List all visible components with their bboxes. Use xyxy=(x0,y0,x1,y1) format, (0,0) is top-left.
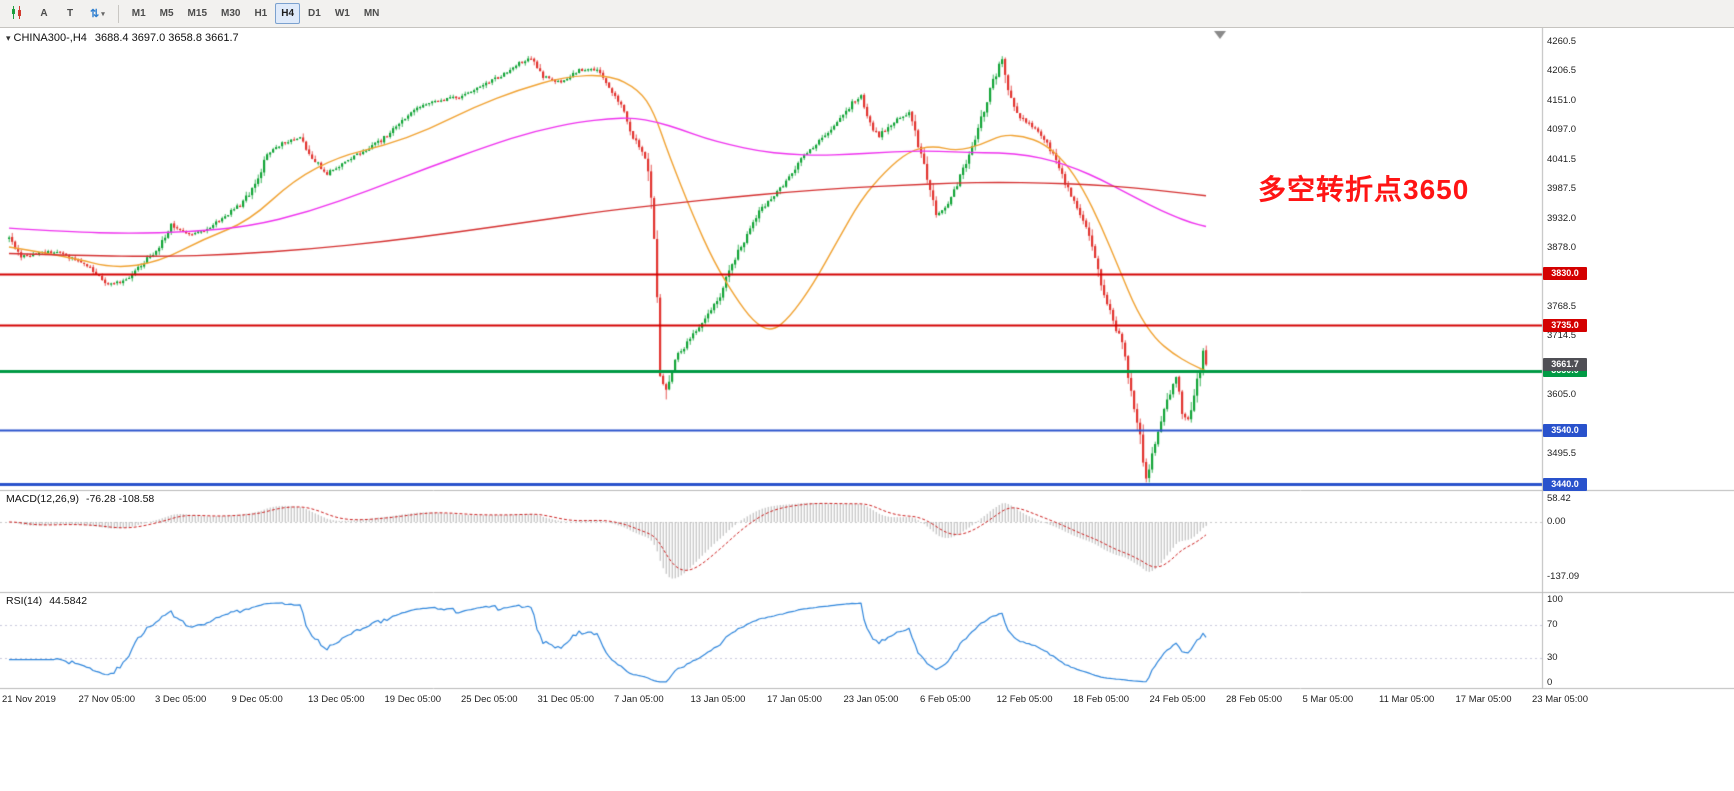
text-tool-button[interactable]: T xyxy=(58,3,82,24)
rsi-axis-label: 100 xyxy=(1547,594,1563,605)
updown-arrows-icon: ⇅ xyxy=(90,8,100,20)
macd-axis-label: 58.42 xyxy=(1547,492,1571,504)
timeframe-button-m15[interactable]: M15 xyxy=(182,3,213,24)
symbol-dropdown-icon[interactable]: ▾ xyxy=(6,33,11,43)
macd-axis-label: -137.09 xyxy=(1547,571,1580,582)
price-level-badge: 3540.0 xyxy=(1543,423,1587,437)
date-label: 23 Jan 05:00 xyxy=(843,694,899,705)
chart-symbol-title: ▾ CHINA300-,H4 3688.4 3697.0 3658.8 3661.7 xyxy=(6,32,239,44)
date-label: 23 Mar 05:00 xyxy=(1532,694,1588,705)
current-price-badge: 3661.7 xyxy=(1543,358,1587,372)
price-level-badge: 3440.0 xyxy=(1543,477,1587,491)
arrow-tool-button[interactable]: A xyxy=(32,3,56,24)
cursor-mode-button[interactable]: ⇅ ▾ xyxy=(84,3,111,24)
candlestick-chart-icon xyxy=(10,5,24,22)
date-label: 17 Jan 05:00 xyxy=(767,694,822,705)
timeframe-button-d1[interactable]: D1 xyxy=(302,3,327,24)
rsi-axis-label: 0 xyxy=(1547,677,1553,688)
date-label: 31 Dec 05:00 xyxy=(537,694,595,705)
price-axis-label: 4151.0 xyxy=(1547,94,1577,106)
date-label: 9 Dec 05:00 xyxy=(231,694,283,705)
rsi-indicator-name: RSI(14) xyxy=(6,595,43,607)
rsi-axis-label: 70 xyxy=(1547,618,1558,630)
chevron-down-icon: ▾ xyxy=(101,10,105,18)
date-label: 17 Mar 05:00 xyxy=(1455,694,1512,705)
date-label: 3 Dec 05:00 xyxy=(155,694,207,705)
macd-axis-label: 0.00 xyxy=(1547,516,1566,527)
price-axis-label: 3495.5 xyxy=(1547,448,1577,460)
price-axis-label: 3605.0 xyxy=(1547,389,1577,401)
timeframe-button-w1[interactable]: W1 xyxy=(329,3,356,24)
chart-annotation-text[interactable]: 多空转折点3650 xyxy=(1258,174,1470,205)
timeframe-button-m30[interactable]: M30 xyxy=(215,3,246,24)
price-axis-label: 3987.5 xyxy=(1547,183,1577,195)
macd-indicator-name: MACD(12,26,9) xyxy=(6,493,79,505)
symbol-name: CHINA300-,H4 xyxy=(13,32,87,44)
date-label: 25 Dec 05:00 xyxy=(461,694,518,705)
price-level-badge: 3735.0 xyxy=(1543,318,1587,332)
rsi-axis-label: 30 xyxy=(1547,652,1558,664)
price-axis-label: 3932.0 xyxy=(1547,212,1577,224)
macd-panel-title: MACD(12,26,9) -76.28 -108.58 xyxy=(6,493,154,505)
date-label: 18 Feb 05:00 xyxy=(1073,694,1129,705)
price-axis-label: 4097.0 xyxy=(1547,124,1577,136)
date-label: 11 Mar 05:00 xyxy=(1379,694,1435,705)
price-chart-canvas[interactable] xyxy=(0,28,1734,791)
chart-type-button[interactable] xyxy=(4,3,30,24)
macd-indicator-values: -76.28 -108.58 xyxy=(85,493,155,505)
timeframe-button-m1[interactable]: M1 xyxy=(126,3,152,24)
timeframe-button-h4[interactable]: H4 xyxy=(275,3,301,24)
price-axis-label: 3768.5 xyxy=(1547,301,1577,313)
date-label: 12 Feb 05:00 xyxy=(996,694,1053,705)
chart-window: ▾ CHINA300-,H4 3688.4 3697.0 3658.8 3661.7… xyxy=(0,28,1734,791)
price-axis-label: 3714.5 xyxy=(1547,330,1577,342)
date-label: 21 Nov 2019 xyxy=(2,694,56,705)
date-label: 7 Jan 05:00 xyxy=(614,694,664,705)
date-label: 27 Nov 05:00 xyxy=(78,694,136,705)
date-label: 5 Mar 05:00 xyxy=(1302,694,1354,705)
price-axis-label: 4260.5 xyxy=(1547,36,1577,47)
timeframe-group: M1 M5 M15 M30 H1 H4 D1 W1 MN xyxy=(126,3,386,24)
date-label: 19 Dec 05:00 xyxy=(384,694,442,705)
date-label: 13 Dec 05:00 xyxy=(308,694,365,705)
rsi-panel-title: RSI(14) 44.5842 xyxy=(6,595,87,607)
toolbar: A T ⇅ ▾ M1 M5 M15 M30 H1 H4 D1 W1 MN xyxy=(0,0,1734,28)
price-axis-label: 4206.5 xyxy=(1547,65,1577,77)
symbol-ohlc-values: 3688.4 3697.0 3658.8 3661.7 xyxy=(94,32,239,44)
price-level-badge: 3830.0 xyxy=(1543,267,1587,281)
date-label: 28 Feb 05:00 xyxy=(1226,694,1282,705)
price-axis-label: 4041.5 xyxy=(1547,153,1577,165)
rsi-indicator-value: 44.5842 xyxy=(49,595,88,607)
toolbar-separator xyxy=(117,4,119,23)
date-label: 24 Feb 05:00 xyxy=(1149,694,1206,705)
timeframe-button-h1[interactable]: H1 xyxy=(248,3,273,24)
date-label: 13 Jan 05:00 xyxy=(690,694,746,705)
timeframe-button-mn[interactable]: MN xyxy=(358,3,386,24)
price-axis-label: 3878.0 xyxy=(1547,242,1577,254)
timeframe-button-m5[interactable]: M5 xyxy=(154,3,180,24)
date-label: 6 Feb 05:00 xyxy=(920,694,971,705)
